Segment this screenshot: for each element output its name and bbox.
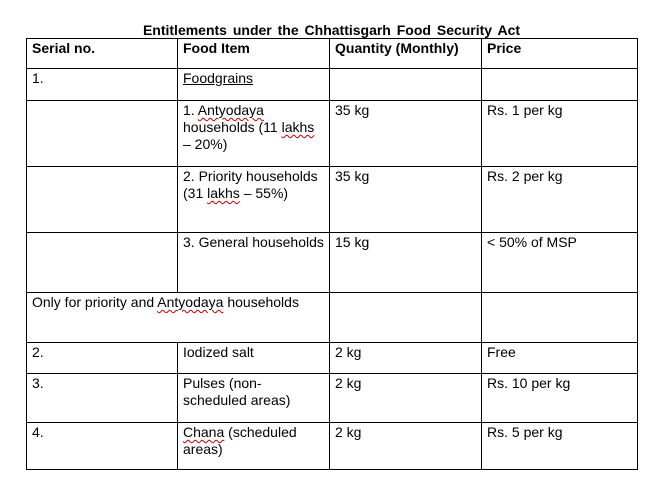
price-cell: Rs. 10 per kg <box>481 373 638 423</box>
price-cell: Free <box>481 342 638 374</box>
price-cell <box>481 292 638 343</box>
serial-cell <box>26 100 178 167</box>
quantity-cell: 35 kg <box>329 166 482 233</box>
food-item-text: – 55%) <box>239 185 289 201</box>
table-row: 1. Antyodaya households (11 lakhs – 20%)… <box>26 100 638 167</box>
food-item-text: Foodgrains <box>183 70 254 86</box>
serial-cell: 2. <box>26 342 178 374</box>
table-row: 1. Foodgrains <box>26 68 638 101</box>
table-row: Only for priority and Antyodaya househol… <box>26 292 638 343</box>
price-cell <box>481 68 638 101</box>
header-price: Price <box>481 38 638 69</box>
food-item-cell: Pulses (non-scheduled areas) <box>177 373 330 423</box>
quantity-cell: 15 kg <box>329 232 482 293</box>
table-row: 3. Pulses (non-scheduled areas) 2 kg Rs.… <box>26 373 638 423</box>
food-item-cell: 1. Antyodaya households (11 lakhs – 20%) <box>177 100 330 167</box>
table-row: 3. General households 15 kg < 50% of MSP <box>26 232 638 293</box>
food-item-text: Antyodaya <box>197 102 264 118</box>
price-cell: Rs. 1 per kg <box>481 100 638 167</box>
header-food-item: Food Item <box>177 38 330 69</box>
price-cell: Rs. 2 per kg <box>481 166 638 233</box>
group-label-text: households <box>223 294 299 310</box>
group-label-text: Antyodaya <box>157 294 224 310</box>
food-item-text: Chana <box>183 424 225 440</box>
quantity-cell <box>329 68 482 101</box>
price-cell: Rs. 5 per kg <box>481 422 638 470</box>
serial-cell: 3. <box>26 373 178 423</box>
food-item-text: households (11 <box>183 119 282 135</box>
price-cell: < 50% of MSP <box>481 232 638 293</box>
quantity-cell: 2 kg <box>329 342 482 374</box>
serial-cell: 1. <box>26 68 178 101</box>
food-item-text: 2. Priority households (31 <box>183 168 318 201</box>
serial-cell <box>26 166 178 233</box>
food-item-cell: Foodgrains <box>177 68 330 101</box>
food-item-cell: 3. General households <box>177 232 330 293</box>
food-item-cell: Iodized salt <box>177 342 330 374</box>
header-quantity: Quantity (Monthly) <box>329 38 482 69</box>
header-serial: Serial no. <box>26 38 178 69</box>
food-item-text: (scheduled areas) <box>183 424 297 457</box>
food-item-text: – 20%) <box>183 136 228 152</box>
food-item-text: lakhs <box>207 185 240 201</box>
entitlements-table: Serial no. Food Item Quantity (Monthly) … <box>26 38 638 470</box>
group-label-text: Only for priority and <box>32 294 158 310</box>
group-label-cell: Only for priority and Antyodaya househol… <box>26 292 330 343</box>
table-row: 2. Priority households (31 lakhs – 55%) … <box>26 166 638 233</box>
table-row: 4. Chana (scheduled areas) 2 kg Rs. 5 pe… <box>26 422 638 470</box>
food-item-cell: 2. Priority households (31 lakhs – 55%) <box>177 166 330 233</box>
quantity-cell: 35 kg <box>329 100 482 167</box>
food-item-cell: Chana (scheduled areas) <box>177 422 330 470</box>
food-item-text: 1. <box>183 102 198 118</box>
table-title: Entitlements under the Chhattisgarh Food… <box>142 22 521 38</box>
quantity-cell <box>329 292 482 343</box>
header-row: Serial no. Food Item Quantity (Monthly) … <box>26 38 638 69</box>
quantity-cell: 2 kg <box>329 422 482 470</box>
serial-cell <box>26 232 178 293</box>
food-item-text: lakhs <box>281 119 315 135</box>
serial-cell: 4. <box>26 422 178 470</box>
quantity-cell: 2 kg <box>329 373 482 423</box>
table-row: 2. Iodized salt 2 kg Free <box>26 342 638 374</box>
